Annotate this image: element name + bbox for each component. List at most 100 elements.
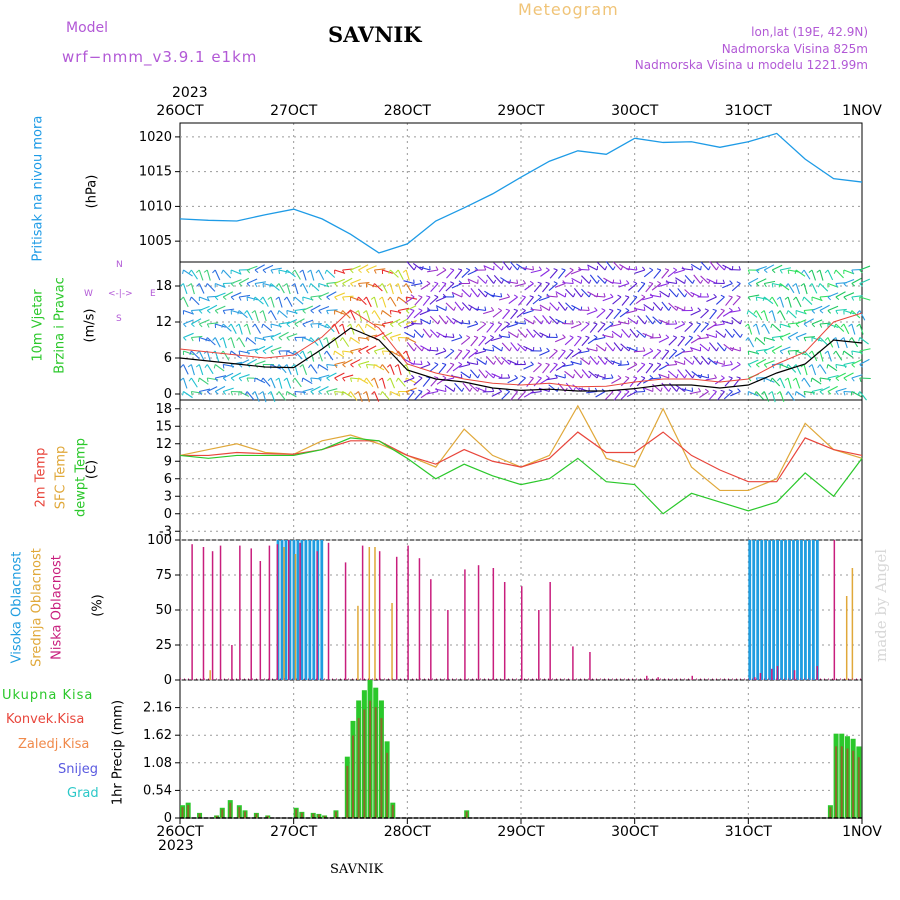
wind-arrow-head [712, 308, 717, 311]
wind-arrow-head [755, 350, 759, 355]
wind-arrow [326, 309, 338, 312]
wind-arrow-head [753, 310, 757, 314]
wind-arrow [763, 310, 769, 322]
wind-arrow [318, 282, 330, 288]
wind-arrow-head [859, 283, 863, 287]
wind-arrow-head [358, 283, 361, 288]
wind-arrow-head [493, 279, 497, 284]
wind-arrow [697, 374, 709, 379]
wind-arrow-head [212, 337, 216, 341]
wind-arrow [215, 305, 226, 312]
wind-arrow-head [323, 350, 328, 355]
wind-arrow-head [238, 364, 243, 368]
wind-arrow [444, 384, 455, 392]
wind-arrow [843, 372, 854, 379]
wind-arrow-head [387, 296, 391, 301]
wind-arrow [358, 296, 367, 306]
wind-arrow [286, 350, 298, 356]
wind-arrow-head [485, 279, 488, 284]
y-tick-label: 25 [155, 638, 172, 653]
wind-arrow-head [334, 296, 338, 301]
wind-arrow [811, 364, 817, 376]
wind-arrow-head [729, 280, 733, 284]
wind-arrow [706, 296, 717, 302]
wind-arrow-head [299, 364, 304, 368]
wind-arrow-head [253, 296, 256, 301]
wind-arrow [594, 336, 606, 341]
wind-arrow [302, 377, 313, 385]
wind-arrow-head [442, 375, 447, 379]
wind-arrow [620, 391, 630, 400]
wind-arrow-head [833, 323, 837, 328]
wind-arrow [722, 310, 733, 317]
wind-arrow-head [380, 310, 383, 315]
wind-arrow [183, 309, 194, 315]
wind-arrow [413, 329, 423, 338]
wind-arrow [611, 377, 622, 384]
wind-arrow [514, 322, 526, 325]
wind-arrow-head [731, 333, 735, 338]
wind-arrow [581, 369, 590, 379]
wind-arrow-head [610, 374, 614, 379]
wind-arrow [490, 294, 502, 298]
wind-arrow-head [268, 310, 272, 314]
wind-arrow-head [736, 361, 741, 365]
wind-arrow [222, 350, 230, 361]
wind-arrow-head [824, 269, 829, 274]
y-tick-label: 75 [155, 568, 172, 583]
wind-arrow [517, 329, 526, 338]
wind-arrow [533, 377, 542, 387]
precip-conv-bar [181, 807, 184, 818]
wind-arrow [389, 296, 397, 307]
wind-arrow [230, 269, 242, 275]
wind-arrow [230, 279, 242, 285]
wind-arrow [334, 361, 346, 366]
precip-conv-bar [295, 809, 298, 818]
wind-arrow [366, 282, 378, 288]
wind-arrow [230, 309, 242, 315]
wind-arrow [811, 377, 822, 385]
wind-arrow-head [533, 333, 536, 338]
wind-arrow-head [342, 283, 346, 287]
wind-arrow [373, 283, 383, 292]
wind-arrow-head [363, 296, 367, 301]
model-label: Model [66, 20, 109, 36]
wind-arrow-head [611, 333, 614, 338]
wind-arrow [539, 304, 550, 311]
wind-arrow-head [275, 296, 280, 300]
wind-arrow [494, 355, 503, 365]
wind-arrow-head [219, 337, 224, 341]
wind-arrow [610, 281, 622, 285]
wind-arrow [610, 323, 622, 328]
precip-conv-bar [369, 700, 372, 818]
wind-arrow-head [461, 306, 465, 311]
wind-arrow-head [291, 364, 296, 368]
wind-arrow [690, 310, 701, 316]
wind-arrow [382, 331, 393, 338]
wind-arrow [668, 350, 678, 360]
wind-arrow-head [188, 377, 192, 382]
wind-arrow [859, 358, 870, 365]
wind-arrow [788, 269, 800, 273]
wind-arrow [411, 322, 423, 325]
wind-arrow [326, 291, 337, 298]
wind-arrow [414, 391, 423, 401]
wind-arrow [411, 282, 423, 287]
wind-arrow [206, 283, 216, 292]
wind-arrow-head [251, 391, 256, 395]
wind-arrow [811, 388, 823, 393]
wind-arrow-head [793, 296, 797, 301]
wind-arrow [523, 317, 534, 325]
wind-arrow [493, 274, 503, 284]
wind-arrow [589, 323, 598, 333]
wind-arrow-head [604, 266, 608, 271]
wind-arrow-head [585, 321, 590, 325]
wind-arrow [492, 310, 503, 318]
wind-arrow [460, 371, 471, 379]
wind-arrow [477, 288, 487, 298]
wind-arrow-head [394, 283, 399, 287]
wind-arrow-head [450, 348, 455, 352]
wind-arrow-head [521, 295, 526, 298]
wind-arrow [851, 310, 861, 319]
low-cloud-bar [259, 561, 262, 680]
